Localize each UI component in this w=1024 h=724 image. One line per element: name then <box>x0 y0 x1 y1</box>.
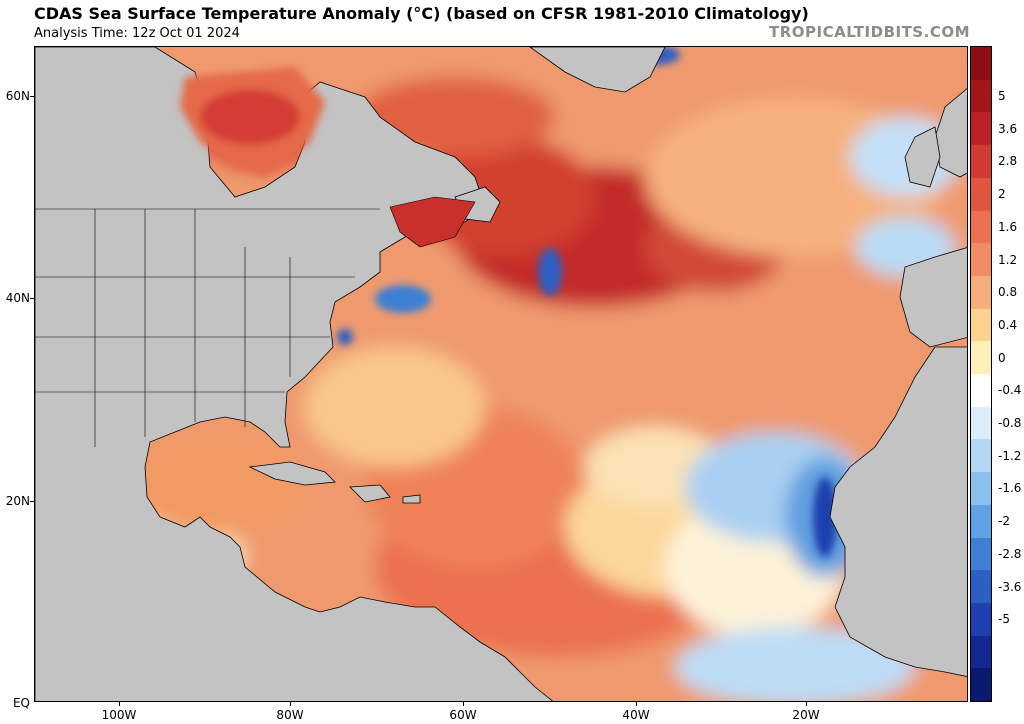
colorbar-segment <box>971 602 991 637</box>
gulf-st-lawrence <box>389 196 476 248</box>
colorbar-segment <box>971 112 991 146</box>
colorbar-label: -2 <box>998 514 1010 529</box>
colorbar-segment <box>971 537 991 571</box>
colorbar-segment <box>971 406 991 440</box>
lon-tick <box>119 702 120 706</box>
chart-title: CDAS Sea Surface Temperature Anomaly (°C… <box>34 4 809 23</box>
colorbar-label: -5 <box>998 612 1010 627</box>
analysis-time: Analysis Time: 12z Oct 01 2024 <box>34 26 240 41</box>
colorbar-segment <box>971 177 991 211</box>
lat-tick <box>30 298 34 299</box>
colorbar-label: 1.2 <box>998 252 1018 267</box>
lat-label-60n: 60N <box>5 89 30 103</box>
colorbar-label: -3.6 <box>998 579 1022 594</box>
lat-label-eq: EQ <box>12 696 30 710</box>
lat-label-40n: 40N <box>5 291 30 305</box>
lat-tick <box>30 96 34 97</box>
colorbar-label: 0 <box>998 350 1006 365</box>
colorbar-label: 1.6 <box>998 219 1018 234</box>
sst-anomaly-map <box>34 46 968 702</box>
colorbar-segment <box>971 374 991 408</box>
colorbar-label: -0.4 <box>998 383 1022 398</box>
colorbar-segment <box>971 341 991 375</box>
lon-tick <box>290 702 291 706</box>
colorbar-label: -2.8 <box>998 546 1022 561</box>
colorbar-label: 5 <box>998 89 1006 104</box>
colorbar <box>970 46 992 702</box>
colorbar-label: -1.6 <box>998 481 1022 496</box>
lon-tick <box>463 702 464 706</box>
lon-label-40w: 40W <box>622 708 650 722</box>
lon-tick <box>636 702 637 706</box>
colorbar-segment <box>971 570 991 604</box>
state-borders <box>35 208 380 447</box>
colorbar-segment <box>971 210 991 244</box>
colorbar-label: 0.8 <box>998 285 1018 300</box>
lat-label-20n: 20N <box>5 494 30 508</box>
hudson-bay <box>180 67 325 177</box>
colorbar-segment <box>971 47 991 81</box>
lon-label-20w: 20W <box>792 708 820 722</box>
colorbar-label: -0.8 <box>998 416 1022 431</box>
lon-label-60w: 60W <box>449 708 477 722</box>
colorbar-label: 2 <box>998 187 1006 202</box>
lon-tick <box>806 702 807 706</box>
cold-spots <box>337 47 837 557</box>
colorbar-label: 0.4 <box>998 317 1018 332</box>
colorbar-segment <box>971 79 991 113</box>
lon-label-80w: 80W <box>276 708 304 722</box>
colorbar-label: 3.6 <box>998 121 1018 136</box>
lon-label-100w: 100W <box>101 708 137 722</box>
colorbar-segment <box>971 635 991 669</box>
colorbar-segment <box>971 275 991 310</box>
colorbar-label: -1.2 <box>998 448 1022 463</box>
site-credit: TROPICALTIDBITS.COM <box>769 23 970 41</box>
colorbar-segment <box>971 668 991 702</box>
map-canvas <box>35 47 967 701</box>
colorbar-segment <box>971 439 991 473</box>
colorbar-segment <box>971 504 991 538</box>
colorbar-label: 2.8 <box>998 154 1018 169</box>
lat-tick <box>30 501 34 502</box>
colorbar-segment <box>971 472 991 506</box>
colorbar-segment <box>971 243 991 277</box>
colorbar-segment <box>971 145 991 179</box>
colorbar-segment <box>971 308 991 342</box>
